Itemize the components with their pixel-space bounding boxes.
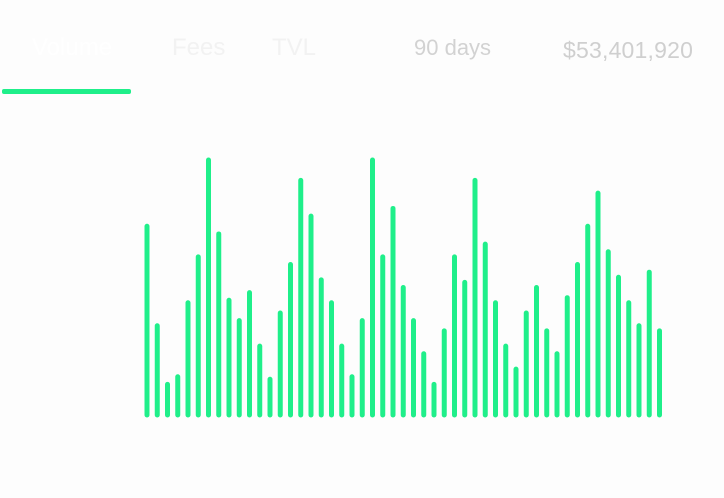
volume-bar-chart (144, 157, 662, 418)
tab-tvl[interactable]: TVL (272, 34, 317, 61)
tab-bar: Volume Fees TVL (0, 0, 724, 96)
period-selector[interactable]: 90 days (414, 35, 492, 60)
tab-volume[interactable]: Volume (32, 34, 113, 61)
total-value: $53,401,920 (563, 37, 694, 63)
tab-fees[interactable]: Fees (172, 34, 226, 61)
active-tab-indicator (2, 89, 131, 94)
